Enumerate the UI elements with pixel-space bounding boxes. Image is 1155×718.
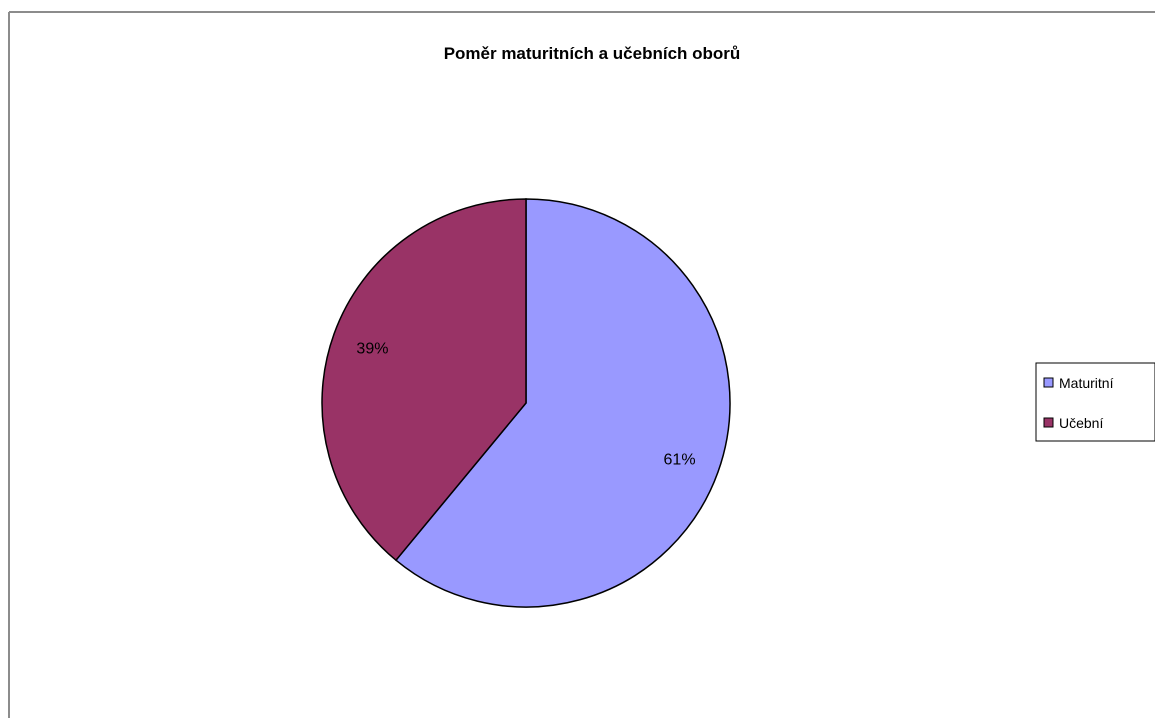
legend-label: Maturitní [1059, 375, 1114, 391]
legend: Maturitní Učební [1035, 362, 1155, 442]
legend-swatch [1043, 377, 1054, 388]
pie-value-labels: 61% 39% [356, 341, 695, 469]
chart-title: Poměr maturitních a učebních oborů [444, 44, 741, 63]
pie-slices [321, 198, 731, 608]
pie-slice-ucebni [321, 198, 527, 562]
legend-box [1035, 362, 1155, 442]
legend-swatch [1043, 417, 1054, 428]
pie-value-label: 39% [356, 341, 388, 358]
pie-value-label: 61% [664, 451, 696, 468]
pie-slice-maturitni [394, 198, 731, 608]
legend-label: Učební [1059, 415, 1103, 431]
